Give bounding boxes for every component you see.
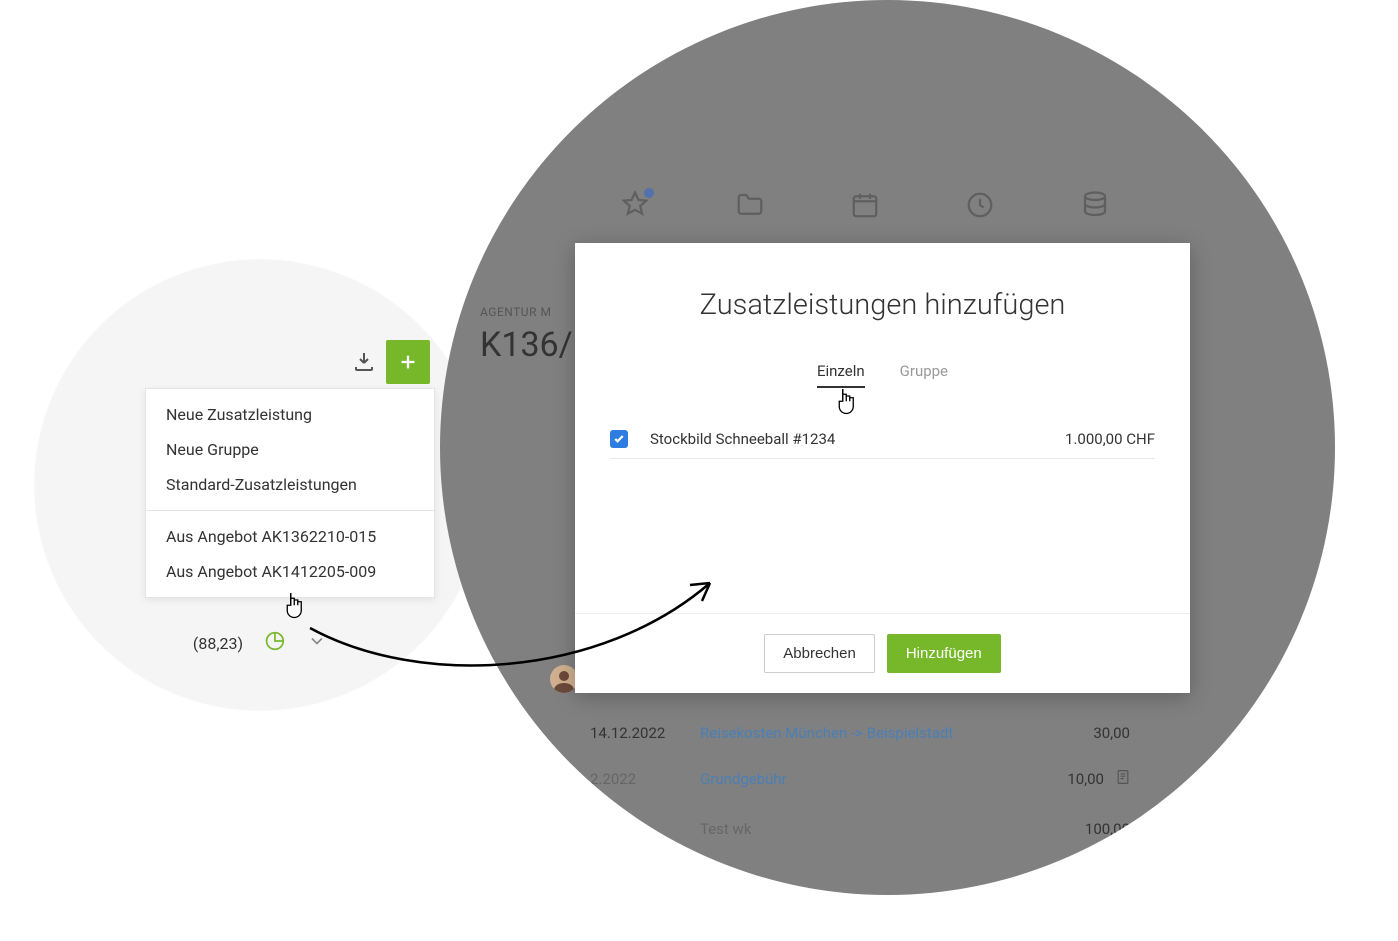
bg-row-2: 2.2022 Grundgebühr 10,00 [590, 769, 1130, 789]
service-price: 1.000,00 CHF [1065, 430, 1155, 448]
chevron-down-icon[interactable] [307, 631, 327, 655]
tab-gruppe[interactable]: Gruppe [900, 362, 948, 388]
dropdown-item-new-group[interactable]: Neue Gruppe [146, 432, 434, 467]
bottom-value: (88,23) [193, 634, 243, 653]
cancel-button[interactable]: Abbrechen [764, 634, 875, 673]
right-zoom-circle: AGENTUR M K136/ 14.12.2022 Reisekosten M… [440, 0, 1335, 895]
tab-einzeln[interactable]: Einzeln [817, 362, 865, 388]
database-icon[interactable] [1080, 190, 1110, 220]
add-dropdown: Neue Zusatzleistung Neue Gruppe Standard… [145, 388, 435, 598]
add-button[interactable] [386, 340, 430, 384]
service-item[interactable]: Stockbild Schneeball #1234 1.000,00 CHF [610, 420, 1155, 459]
dropdown-item-offer-1[interactable]: Aus Angebot AK1362210-015 [146, 519, 434, 554]
modal-title: Zusatzleistungen hinzufügen [575, 288, 1190, 322]
service-name: Stockbild Schneeball #1234 [650, 430, 1065, 448]
add-services-modal: Zusatzleistungen hinzufügen Einzeln Grup… [575, 243, 1190, 693]
checkbox-checked-icon[interactable] [610, 430, 628, 448]
bg-row-3: Test wk 100,00 [590, 820, 1130, 838]
calendar-icon[interactable] [850, 190, 880, 220]
row-date: 14.12.2022 [590, 724, 700, 742]
bg-tabbar [620, 190, 1110, 220]
folder-icon[interactable] [735, 190, 765, 220]
row-desc[interactable]: Reisekosten München -> Beispielstadt [700, 724, 1050, 742]
row-desc: Test wk [700, 820, 1050, 838]
bg-row-1: 14.12.2022 Reisekosten München -> Beispi… [590, 724, 1130, 742]
pie-chart-icon[interactable] [265, 631, 285, 655]
bg-agentur-label: AGENTUR M [480, 305, 551, 319]
bg-code: K136/ [480, 325, 573, 365]
avatar [550, 665, 578, 693]
row-amount: 10,00 [1024, 770, 1104, 788]
row-amount: 100,00 [1050, 820, 1130, 838]
row-date: 2.2022 [590, 770, 700, 788]
download-icon[interactable] [352, 350, 376, 374]
bottom-summary: (88,23) [193, 631, 327, 655]
cursor-icon [834, 387, 862, 419]
dropdown-item-new-service[interactable]: Neue Zusatzleistung [146, 397, 434, 432]
note-icon[interactable] [1116, 769, 1130, 789]
favorites-icon[interactable] [620, 190, 650, 220]
submit-button[interactable]: Hinzufügen [887, 634, 1001, 673]
dropdown-item-offer-2[interactable]: Aus Angebot AK1412205-009 [146, 554, 434, 589]
row-amount: 30,00 [1050, 724, 1130, 742]
left-zoom-circle: Neue Zusatzleistung Neue Gruppe Standard… [35, 260, 485, 710]
clock-icon[interactable] [965, 190, 995, 220]
row-desc[interactable]: Grundgebühr [700, 770, 1024, 788]
dropdown-item-standard[interactable]: Standard-Zusatzleistungen [146, 467, 434, 502]
